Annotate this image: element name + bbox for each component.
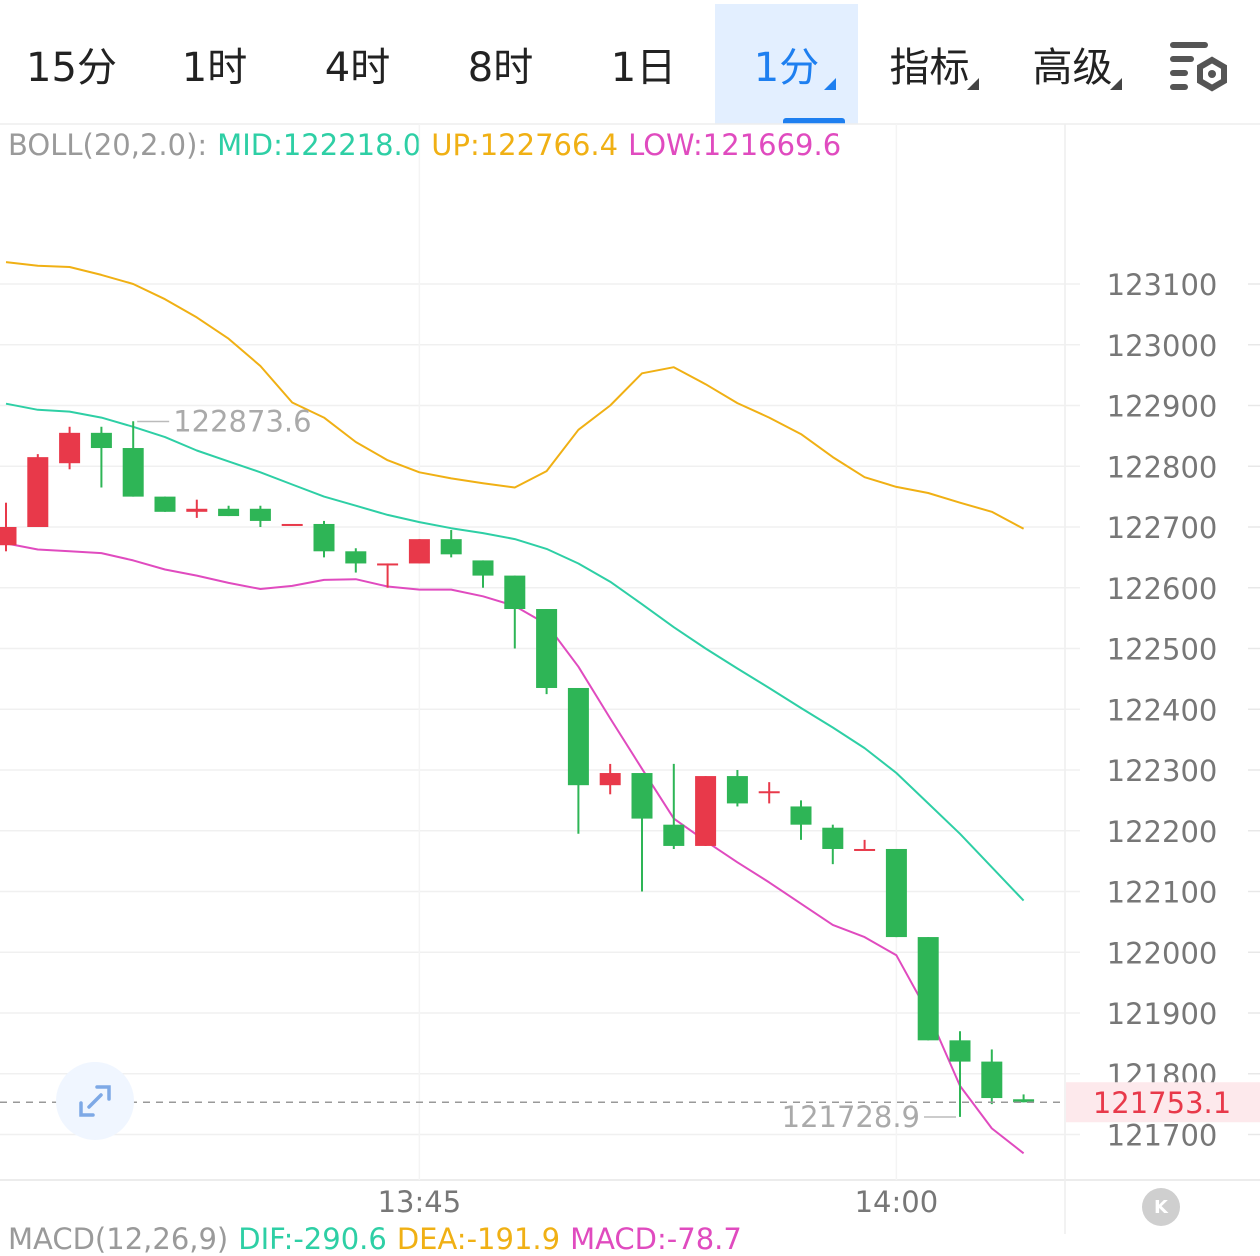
candle-body xyxy=(345,551,367,564)
current-price-label: 121753.1 xyxy=(1093,1086,1231,1120)
boll-up-line xyxy=(5,261,1025,530)
candle-body xyxy=(122,448,144,497)
macd-value: MACD:-78.7 xyxy=(570,1222,742,1256)
macd-legend: MACD(12,26,9) DIF:-290.6 DEA:-191.9 MACD:-7… xyxy=(8,1222,752,1256)
candle-body xyxy=(186,508,208,512)
boll-mid-line xyxy=(5,402,1025,902)
current-price-tag xyxy=(1066,1082,1260,1123)
boll-name: BOLL(20,2.0): xyxy=(8,128,208,162)
candle-body xyxy=(27,457,49,527)
double-chevron-left-icon: K xyxy=(1154,1196,1168,1218)
candle-body xyxy=(599,773,621,786)
candle-body xyxy=(154,496,176,512)
candle-body xyxy=(1013,1099,1035,1103)
candle-body xyxy=(59,432,81,464)
dropdown-corner-icon xyxy=(967,78,979,90)
candle-body xyxy=(504,575,526,610)
tab-label: 高级 xyxy=(1032,45,1113,91)
dropdown-corner-icon xyxy=(1110,78,1122,90)
candle-body xyxy=(377,563,399,566)
candle-body xyxy=(790,806,812,825)
y-tick-label: 122700 xyxy=(1107,511,1218,545)
tab-label: 1时 xyxy=(181,45,248,91)
y-tick-label: 122900 xyxy=(1107,390,1218,424)
macd-dif: DIF:-290.6 xyxy=(238,1222,387,1256)
boll-legend: BOLL(20,2.0): MID:122218.0 UP:122766.4 LOW:… xyxy=(8,128,851,162)
boll-mid: MID:122218.0 xyxy=(217,128,422,162)
macd-dea: DEA:-191.9 xyxy=(396,1222,561,1256)
tab-label: 8时 xyxy=(467,45,534,91)
timeframe-tab-bar: 15分 1时 4时 8时 1日 1分 指标 高级 xyxy=(0,0,1260,124)
candle-body xyxy=(567,687,589,786)
tab-label: 1分 xyxy=(753,45,820,91)
candle-body xyxy=(218,508,240,517)
candle-body xyxy=(631,773,653,819)
scroll-to-latest-button[interactable]: K xyxy=(1142,1188,1180,1226)
candle-body xyxy=(758,791,780,794)
boll-up: UP:122766.4 xyxy=(431,128,619,162)
x-tick-label: 13:45 xyxy=(378,1185,462,1219)
candle-body xyxy=(313,523,335,552)
dropdown-corner-icon xyxy=(824,78,836,90)
tab-7[interactable]: 指标 xyxy=(858,4,1001,124)
candle-body xyxy=(854,848,876,851)
candle-body xyxy=(0,527,17,546)
candle-body xyxy=(885,848,907,938)
candle-body xyxy=(408,539,430,564)
candle-body xyxy=(695,776,717,846)
expand-icon xyxy=(79,1085,111,1117)
candle-body xyxy=(917,937,939,1041)
tab-label: 4时 xyxy=(324,45,391,91)
y-tick-label: 122500 xyxy=(1107,633,1218,667)
candle-body xyxy=(440,539,462,555)
y-tick-label: 122200 xyxy=(1107,815,1218,849)
macd-name: MACD(12,26,9) xyxy=(8,1222,229,1256)
high-price-label: 122873.6 xyxy=(173,405,311,439)
y-tick-label: 121900 xyxy=(1107,997,1218,1031)
candle-body xyxy=(949,1040,971,1062)
tab-4[interactable]: 8时 xyxy=(429,4,572,124)
candle-body xyxy=(472,560,494,576)
candle-body xyxy=(822,827,844,849)
candle-body xyxy=(663,824,685,846)
y-tick-label: 123000 xyxy=(1107,329,1218,363)
y-tick-label: 122300 xyxy=(1107,754,1218,788)
tab-label: 指标 xyxy=(889,45,970,91)
y-tick-label: 122600 xyxy=(1107,572,1218,606)
chart-settings-icon[interactable] xyxy=(1168,38,1234,94)
tab-1[interactable]: 15分 xyxy=(0,4,143,124)
candle-body xyxy=(281,523,303,526)
tab-3[interactable]: 4时 xyxy=(286,4,429,124)
candle-body xyxy=(90,432,112,449)
candle-body xyxy=(536,609,558,688)
tab-8[interactable]: 高级 xyxy=(1001,4,1144,124)
candle-body xyxy=(981,1061,1003,1099)
y-tick-label: 122400 xyxy=(1107,693,1218,727)
y-tick-label: 123100 xyxy=(1107,268,1218,302)
x-tick-label: 14:00 xyxy=(855,1185,939,1219)
active-tab-indicator xyxy=(783,118,845,124)
tab-5[interactable]: 1日 xyxy=(572,4,715,124)
tab-label: 15分 xyxy=(26,45,117,91)
y-tick-label: 122800 xyxy=(1107,450,1218,484)
fullscreen-button[interactable] xyxy=(56,1062,134,1140)
candle-body xyxy=(726,776,748,804)
candle-body xyxy=(249,508,271,521)
tab-2[interactable]: 1时 xyxy=(143,4,286,124)
tab-6[interactable]: 1分 xyxy=(715,4,858,124)
boll-low: LOW:121669.6 xyxy=(628,128,842,162)
tab-label: 1日 xyxy=(610,45,677,91)
y-tick-label: 122100 xyxy=(1107,876,1218,910)
y-tick-label: 122000 xyxy=(1107,936,1218,970)
low-price-label: 121728.9 xyxy=(782,1100,920,1134)
y-tick-label: 121700 xyxy=(1107,1119,1218,1153)
